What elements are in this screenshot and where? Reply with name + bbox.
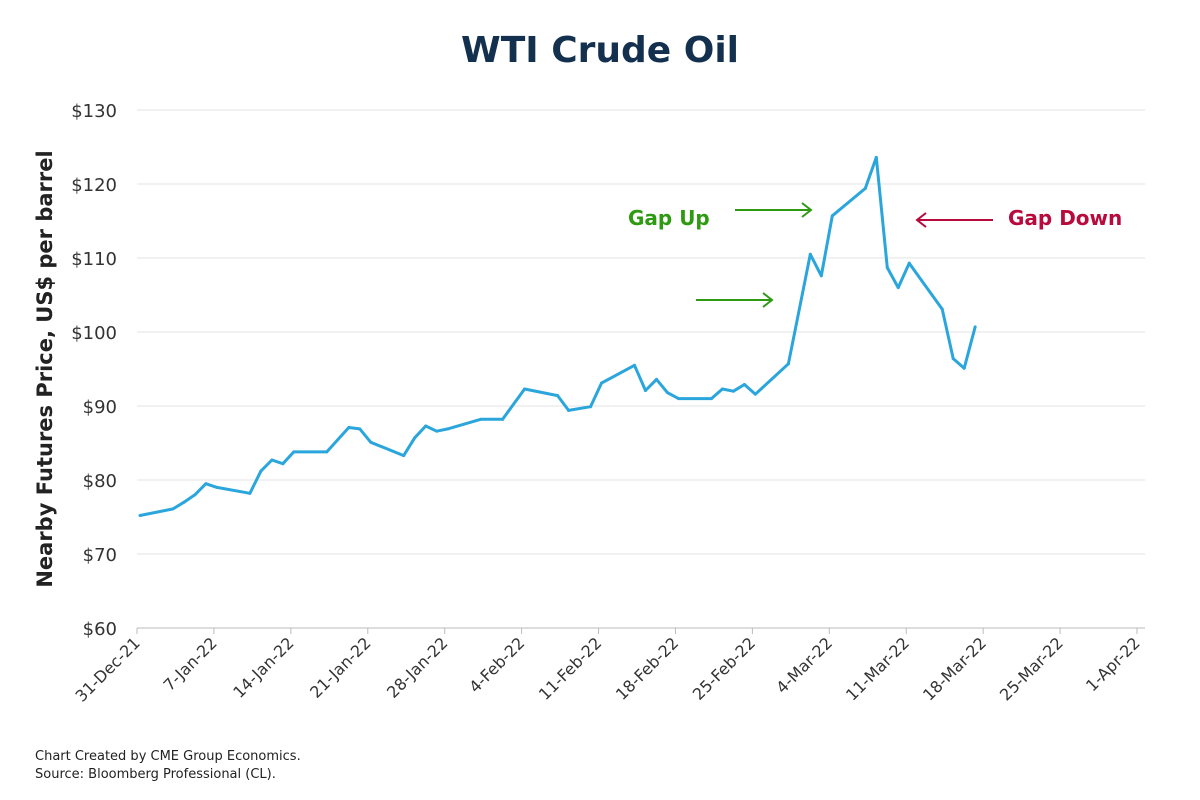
y-tick-label: $70 [83, 545, 117, 566]
data-point [292, 450, 296, 454]
data-point [523, 387, 527, 391]
footer-source: Source: Bloomberg Professional (CL). [35, 767, 276, 782]
data-point [720, 387, 724, 391]
footer-credit: Chart Created by CME Group Economics. [35, 749, 301, 764]
x-tick-label: 1-Apr-22 [1082, 633, 1144, 695]
x-tick-label: 14-Jan-22 [229, 633, 297, 701]
data-point [182, 500, 186, 504]
y-tick-label: $120 [71, 175, 117, 196]
x-tick-label: 11-Feb-22 [535, 633, 605, 703]
x-tick-label: 11-Mar-22 [842, 633, 913, 704]
data-point [940, 307, 944, 311]
data-point [633, 363, 637, 367]
data-point [885, 266, 889, 270]
data-point [753, 392, 757, 396]
data-point [479, 417, 483, 421]
data-point [742, 383, 746, 387]
annotations: Gap Up Gap Down [628, 202, 1122, 308]
data-point [589, 405, 593, 409]
data-point [369, 440, 373, 444]
data-point [325, 450, 329, 454]
data-point [501, 417, 505, 421]
x-tick-label: 7-Jan-22 [159, 633, 220, 694]
x-axis: 31-Dec-21 7-Jan-22 14-Jan-22 21-Jan-22 28-Ja… [72, 627, 1145, 706]
data-point [556, 394, 560, 398]
data-point [446, 427, 450, 431]
data-point [786, 362, 790, 366]
data-point [896, 286, 900, 290]
data-point [808, 252, 812, 256]
data-point [819, 274, 823, 278]
price-line [139, 155, 977, 517]
x-tick-label: 18-Feb-22 [612, 633, 682, 703]
y-tick-label: $60 [83, 619, 117, 640]
data-point [358, 427, 362, 431]
x-tick-label: 25-Feb-22 [689, 633, 759, 703]
data-point [709, 397, 713, 401]
footer: Chart Created by CME Group Economics. So… [35, 748, 301, 784]
data-point [347, 425, 351, 429]
data-point [204, 482, 208, 486]
gap-down-label: Gap Down [1008, 206, 1122, 230]
data-point [874, 155, 878, 159]
data-point [193, 493, 197, 497]
data-point [654, 377, 658, 381]
data-point [413, 436, 417, 440]
x-tick-label: 28-Jan-22 [383, 633, 451, 701]
x-tick-label: 4-Mar-22 [772, 633, 836, 697]
data-point [248, 491, 252, 495]
data-point [731, 389, 735, 393]
data-point [676, 397, 680, 401]
x-tick-label: 4-Feb-22 [465, 633, 528, 696]
data-point [171, 507, 175, 511]
data-point [863, 186, 867, 190]
x-tick-label: 21-Jan-22 [306, 633, 374, 701]
gridlines [137, 109, 1145, 555]
y-tick-label: $110 [71, 249, 117, 270]
data-point [643, 388, 647, 392]
data-point [281, 462, 285, 466]
data-point [962, 366, 966, 370]
data-point [259, 469, 263, 473]
data-point [424, 424, 428, 428]
data-point [435, 429, 439, 433]
y-axis-label: Nearby Futures Price, US$ per barrel [33, 150, 57, 587]
y-tick-label: $80 [83, 471, 117, 492]
data-point [907, 261, 911, 265]
data-point [215, 485, 219, 489]
y-tick-label: $90 [83, 397, 117, 418]
data-point [830, 214, 834, 218]
gap-down-arrow [915, 212, 993, 228]
data-point [567, 408, 571, 412]
y-tick-label: $130 [71, 101, 117, 122]
x-tick-label: 18-Mar-22 [919, 633, 990, 704]
data-point [665, 391, 669, 395]
gap-up-arrow-2 [696, 292, 774, 308]
series [138, 155, 977, 518]
data-point [402, 454, 406, 458]
gap-up-arrow-1 [735, 202, 813, 218]
gap-up-label: Gap Up [628, 206, 710, 230]
chart-title: WTI Crude Oil [461, 30, 739, 71]
x-tick-label: 31-Dec-21 [72, 633, 144, 705]
data-point [951, 357, 955, 361]
data-point [138, 514, 142, 518]
x-tick-label: 25-Mar-22 [996, 633, 1067, 704]
data-point [973, 325, 977, 329]
data-point [270, 458, 274, 462]
y-axis-ticks: $60 $70 $80 $90 $100 $110 $120 $130 [71, 101, 117, 640]
y-tick-label: $100 [71, 323, 117, 344]
data-point [600, 381, 604, 385]
